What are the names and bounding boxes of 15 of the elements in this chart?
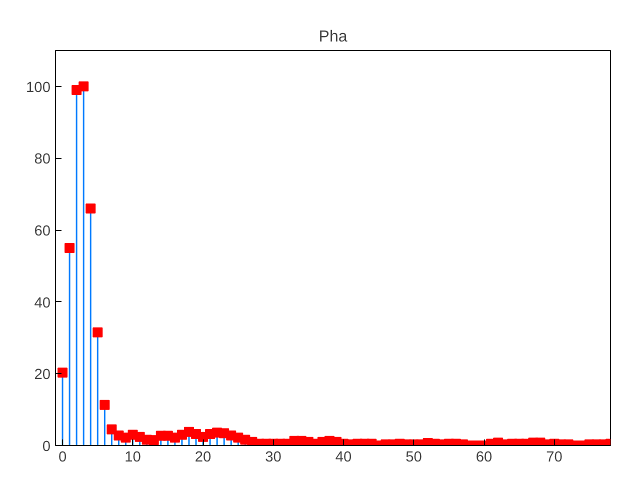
y-tick-label: 100 [26, 80, 51, 96]
x-tick-label: 0 [58, 450, 67, 466]
x-tick-label: 70 [546, 450, 562, 466]
y-tick-label: 20 [34, 367, 51, 384]
x-tick-label: 10 [124, 450, 141, 466]
x-tick-label: 20 [194, 450, 212, 466]
chart-title: Pha [318, 28, 348, 46]
x-tick-label: 60 [476, 450, 492, 466]
y-tick-label: 40 [34, 295, 51, 312]
y-tick-label: 60 [34, 224, 51, 240]
x-tick-label: 40 [335, 450, 352, 466]
y-tick-label: 80 [34, 152, 51, 168]
y-tick-label: 0 [42, 439, 51, 455]
x-tick-label: 50 [406, 450, 422, 466]
x-tick-label: 30 [265, 450, 282, 466]
